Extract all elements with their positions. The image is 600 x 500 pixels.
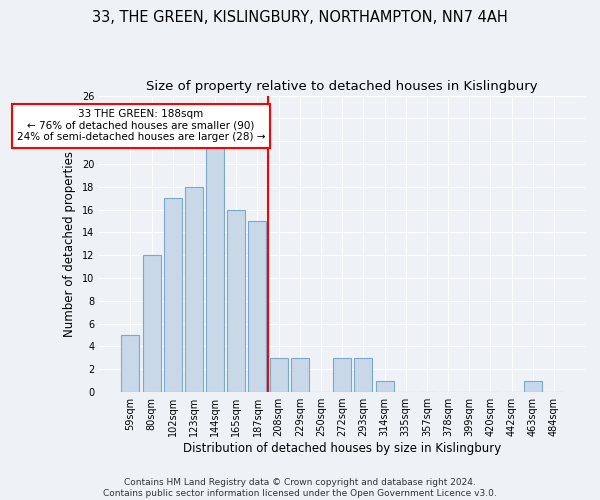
Bar	[121, 335, 139, 392]
Title: Size of property relative to detached houses in Kislingbury: Size of property relative to detached ho…	[146, 80, 538, 93]
Bar	[248, 221, 266, 392]
Bar	[355, 358, 373, 392]
Y-axis label: Number of detached properties: Number of detached properties	[64, 151, 76, 337]
Bar	[291, 358, 309, 392]
Bar	[524, 380, 542, 392]
Bar	[376, 380, 394, 392]
Bar	[185, 187, 203, 392]
Text: 33, THE GREEN, KISLINGBURY, NORTHAMPTON, NN7 4AH: 33, THE GREEN, KISLINGBURY, NORTHAMPTON,…	[92, 10, 508, 25]
Bar	[333, 358, 351, 392]
Bar	[206, 141, 224, 392]
Text: Contains HM Land Registry data © Crown copyright and database right 2024.
Contai: Contains HM Land Registry data © Crown c…	[103, 478, 497, 498]
X-axis label: Distribution of detached houses by size in Kislingbury: Distribution of detached houses by size …	[183, 442, 502, 455]
Text: 33 THE GREEN: 188sqm
← 76% of detached houses are smaller (90)
24% of semi-detac: 33 THE GREEN: 188sqm ← 76% of detached h…	[17, 109, 265, 142]
Bar	[269, 358, 287, 392]
Bar	[164, 198, 182, 392]
Bar	[143, 255, 161, 392]
Bar	[227, 210, 245, 392]
